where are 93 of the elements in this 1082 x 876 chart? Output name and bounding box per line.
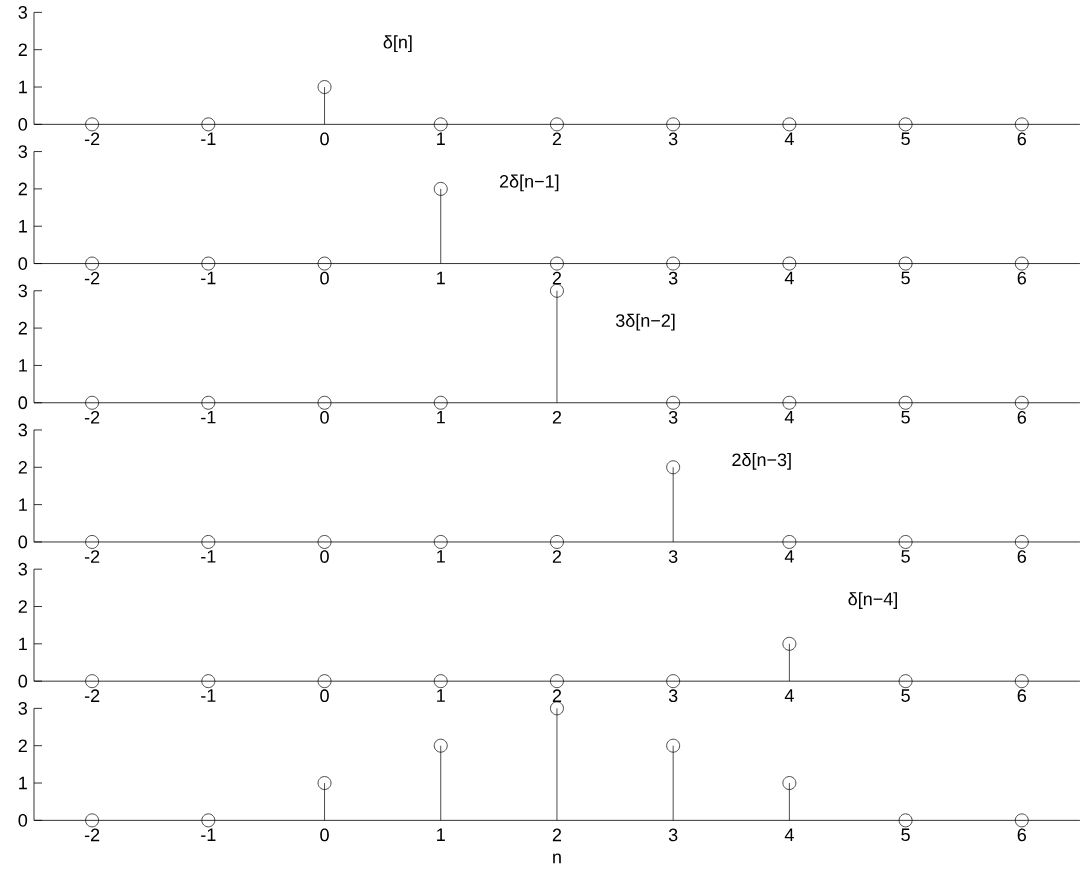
x-tick-label: 1	[437, 410, 445, 424]
y-tick-label: 1	[19, 80, 27, 94]
x-tick-label: 0	[320, 689, 329, 702]
x-tick-label: -2	[84, 132, 100, 145]
y-tick-label: 1	[19, 637, 27, 650]
x-tick-label: 0	[320, 271, 329, 285]
x-axis-title: n	[553, 853, 561, 864]
x-tick-label: 6	[1017, 271, 1027, 285]
x-tick-label: 4	[784, 410, 794, 424]
x-tick-label: -1	[201, 271, 216, 284]
x-tick-label: 3	[668, 689, 678, 702]
y-tick-label: 2	[18, 460, 27, 474]
x-tick-label: 0	[320, 410, 329, 424]
y-tick-label: 2	[18, 321, 27, 335]
y-tick-label: 3	[18, 5, 28, 19]
point	[1014, 813, 1029, 828]
point	[201, 813, 216, 828]
point	[782, 776, 797, 790]
text: 2δ[n−1]	[499, 174, 559, 192]
x-tick-label: 2	[552, 271, 562, 285]
x-tick-label: 3	[668, 271, 678, 285]
y-tick-label: 2	[18, 182, 27, 195]
y-tick-label: 0	[18, 396, 28, 409]
x-tick-label: -2	[84, 828, 100, 841]
x-tick-label: 3	[668, 132, 678, 146]
x-tick-label: 1	[437, 271, 445, 284]
x-tick-label: 5	[901, 689, 910, 702]
x-tick-label: 5	[901, 549, 910, 563]
y-tick-label: 2	[18, 600, 27, 613]
x-tick-label: -1	[201, 689, 216, 702]
y-tick-label: 0	[18, 813, 28, 827]
x-tick-label: 6	[1017, 689, 1027, 702]
text: δ[n]	[383, 35, 412, 52]
x-tick-label: -1	[201, 828, 216, 841]
y-tick-label: 3	[18, 284, 28, 297]
text: 3δ[n−2]	[615, 313, 675, 331]
y-tick-label: 3	[18, 562, 28, 576]
x-tick-label: -2	[84, 549, 100, 563]
x-tick-label: 1	[437, 132, 445, 145]
y-tick-label: 0	[18, 257, 28, 270]
point	[666, 738, 681, 753]
x-tick-label: 1	[437, 689, 445, 702]
text: δ[n−4]	[848, 591, 897, 609]
y-tick-label: 1	[19, 219, 27, 233]
x-tick-label: 2	[552, 132, 562, 145]
x-tick-label: 6	[1017, 828, 1027, 842]
x-tick-label: -2	[84, 410, 100, 424]
y-tick-label: 0	[18, 674, 28, 688]
x-tick-label: 3	[668, 410, 678, 424]
y-tick-label: 1	[19, 359, 27, 372]
x-tick-label: 5	[901, 410, 910, 424]
x-tick-label: 2	[552, 549, 562, 563]
y-tick-label: 2	[18, 739, 27, 752]
y-tick-label: 1	[19, 498, 27, 511]
x-tick-label: 0	[320, 549, 329, 563]
x-tick-label: 4	[784, 828, 794, 841]
x-tick-label: 6	[1017, 410, 1027, 424]
point	[317, 776, 332, 790]
x-tick-label: 2	[552, 828, 562, 841]
point	[85, 813, 99, 828]
y-tick-label: 3	[18, 145, 28, 158]
x-tick-label: 1	[437, 828, 445, 841]
y-tick-label: 2	[18, 43, 27, 56]
x-tick-label: 4	[784, 132, 794, 145]
x-tick-label: -1	[201, 410, 216, 424]
x-tick-label: 0	[320, 132, 329, 146]
x-tick-label: 6	[1017, 549, 1027, 563]
x-tick-label: 2	[552, 689, 562, 702]
x-tick-label: 2	[552, 410, 562, 424]
x-tick-label: -1	[201, 132, 216, 145]
x-tick-label: 3	[668, 828, 678, 842]
point	[433, 738, 448, 753]
x-tick-label: -2	[84, 271, 100, 285]
x-tick-label: -2	[84, 689, 100, 702]
x-tick-label: 6	[1017, 132, 1027, 146]
y-tick-label: 0	[18, 117, 28, 131]
x-tick-label: 5	[901, 132, 910, 145]
y-tick-label: 1	[19, 776, 27, 790]
y-tick-label: 3	[18, 423, 28, 437]
x-tick-label: 0	[320, 828, 329, 842]
point	[898, 813, 913, 828]
y-tick-label: 0	[18, 535, 28, 549]
x-tick-label: 5	[901, 828, 910, 841]
text: 2δ[n−3]	[732, 452, 791, 470]
x-tick-label: -1	[201, 549, 216, 563]
x-tick-label: 4	[784, 271, 794, 284]
x-tick-label: 1	[437, 549, 445, 563]
x-tick-label: 4	[784, 689, 794, 702]
x-tick-label: 3	[668, 549, 678, 563]
x-tick-label: 5	[901, 271, 910, 285]
y-tick-label: 3	[18, 701, 28, 715]
point	[550, 701, 564, 716]
x-tick-label: 4	[784, 549, 794, 563]
